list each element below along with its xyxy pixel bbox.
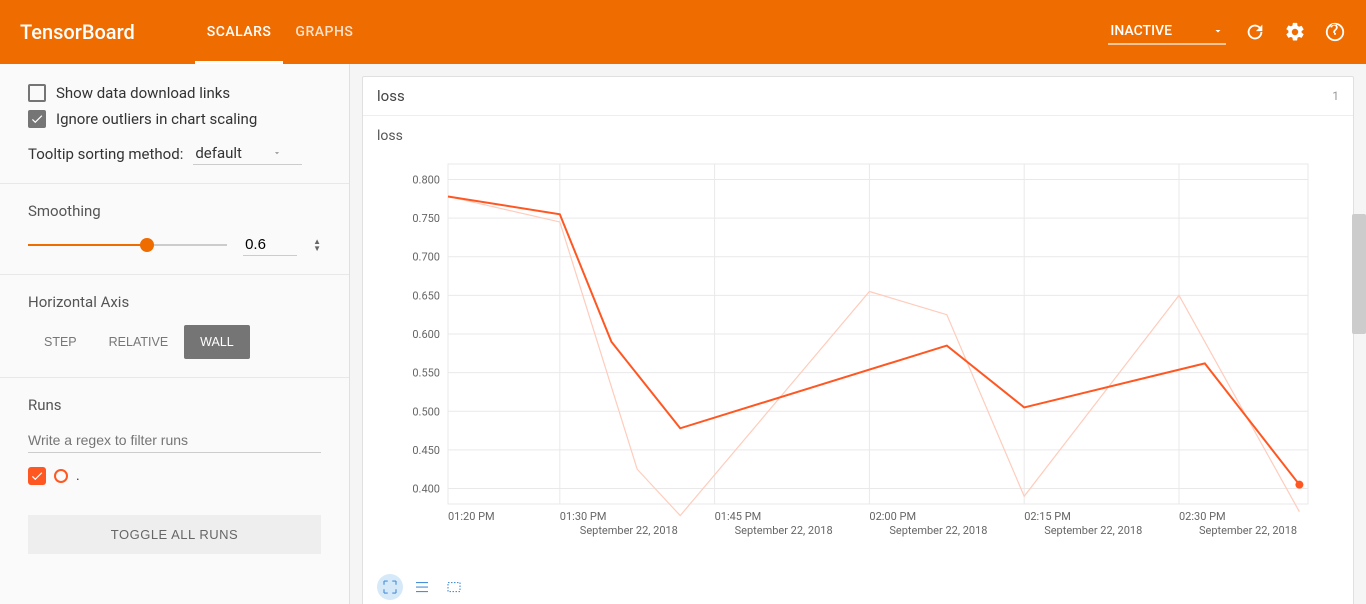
options-section: Show data download links Ignore outliers… — [0, 84, 349, 184]
tab-graphs[interactable]: GRAPHS — [283, 0, 365, 64]
app-root: TensorBoard SCALARS GRAPHS INACTIVE Show… — [0, 0, 1366, 604]
smoothing-section: Smoothing ▲▼ — [0, 202, 349, 275]
main-content: loss 1 loss 0.400 0.450 0.500 0.550 0.600 0.6… — [350, 64, 1366, 604]
card-count: 1 — [1332, 89, 1339, 103]
tooltip-sort-select[interactable]: default — [193, 142, 302, 165]
svg-text:02:30 PM: 02:30 PM — [1179, 510, 1226, 523]
svg-text:0.800: 0.800 — [412, 173, 440, 186]
header-actions: INACTIVE — [1108, 19, 1346, 45]
svg-text:0.600: 0.600 — [412, 328, 440, 341]
svg-text:01:30 PM: 01:30 PM — [560, 510, 607, 523]
axis-btn-relative[interactable]: RELATIVE — [93, 325, 185, 359]
svg-text:September 22, 2018: September 22, 2018 — [889, 524, 987, 537]
header-bar: TensorBoard SCALARS GRAPHS INACTIVE — [0, 0, 1366, 64]
tooltip-sort-row: Tooltip sorting method: default — [28, 142, 321, 165]
check-icon — [30, 469, 44, 483]
fit-icon[interactable] — [441, 574, 467, 600]
run-checkbox[interactable] — [28, 467, 46, 485]
expand-icon[interactable] — [377, 574, 403, 600]
smoothing-label: Smoothing — [28, 202, 321, 220]
runs-section: Runs . TOGGLE ALL RUNS — [0, 396, 349, 572]
app-logo: TensorBoard — [20, 20, 135, 44]
chart-title: loss — [377, 128, 1339, 144]
checkbox-box — [28, 110, 46, 128]
checkbox-download-links[interactable]: Show data download links — [28, 84, 321, 102]
smoothing-input[interactable] — [243, 234, 297, 256]
chevron-down-icon — [1212, 25, 1224, 37]
smoothing-slider[interactable] — [28, 244, 227, 246]
svg-text:0.400: 0.400 — [412, 483, 440, 496]
run-row: . — [28, 467, 321, 485]
svg-text:September 22, 2018: September 22, 2018 — [1199, 524, 1297, 537]
run-radio[interactable] — [54, 469, 68, 483]
svg-text:0.650: 0.650 — [412, 289, 440, 302]
chart-toolbar — [363, 570, 1353, 604]
body: Show data download links Ignore outliers… — [0, 64, 1366, 604]
inactive-dropdown-label: INACTIVE — [1110, 23, 1172, 39]
inactive-dropdown[interactable]: INACTIVE — [1108, 19, 1226, 45]
toggle-all-runs-button[interactable]: TOGGLE ALL RUNS — [28, 515, 321, 554]
svg-text:September 22, 2018: September 22, 2018 — [580, 524, 678, 537]
chevron-down-icon — [272, 148, 282, 158]
list-icon[interactable] — [409, 574, 435, 600]
svg-text:September 22, 2018: September 22, 2018 — [1044, 524, 1142, 537]
refresh-icon[interactable] — [1244, 21, 1266, 43]
card-header[interactable]: loss 1 — [363, 77, 1353, 116]
checkbox-label: Show data download links — [56, 84, 230, 102]
run-label: . — [76, 468, 80, 484]
horizontal-axis-section: Horizontal Axis STEP RELATIVE WALL — [0, 293, 349, 378]
svg-text:01:20 PM: 01:20 PM — [448, 510, 495, 523]
check-icon — [30, 112, 44, 126]
svg-text:02:15 PM: 02:15 PM — [1024, 510, 1071, 523]
svg-text:0.550: 0.550 — [412, 367, 440, 380]
svg-text:0.700: 0.700 — [412, 251, 440, 264]
slider-thumb[interactable] — [140, 238, 154, 252]
svg-text:0.450: 0.450 — [412, 444, 440, 457]
checkbox-label: Ignore outliers in chart scaling — [56, 110, 257, 128]
chart-card: loss 1 loss 0.400 0.450 0.500 0.550 0.600 0.6… — [362, 76, 1354, 604]
tooltip-sort-label: Tooltip sorting method: — [28, 145, 183, 163]
gear-icon[interactable] — [1284, 21, 1306, 43]
svg-text:September 22, 2018: September 22, 2018 — [735, 524, 833, 537]
tab-scalars[interactable]: SCALARS — [195, 0, 284, 64]
smoothing-slider-row: ▲▼ — [28, 234, 321, 256]
svg-text:02:00 PM: 02:00 PM — [869, 510, 916, 523]
slider-fill — [28, 244, 147, 246]
axis-button-group: STEP RELATIVE WALL — [28, 325, 321, 359]
chart-body: loss 0.400 0.450 0.500 0.550 0.600 0.650 0.700… — [363, 116, 1353, 570]
card-title: loss — [377, 87, 405, 105]
checkbox-box — [28, 84, 46, 102]
axis-btn-wall[interactable]: WALL — [184, 325, 250, 359]
runs-label: Runs — [28, 396, 321, 414]
runs-filter-input[interactable] — [28, 428, 321, 453]
axis-btn-step[interactable]: STEP — [28, 325, 93, 359]
svg-text:0.750: 0.750 — [412, 212, 440, 225]
help-icon[interactable] — [1324, 21, 1346, 43]
svg-text:0.500: 0.500 — [412, 405, 440, 418]
sidebar: Show data download links Ignore outliers… — [0, 64, 350, 604]
horizontal-axis-label: Horizontal Axis — [28, 293, 321, 311]
loss-chart[interactable]: 0.400 0.450 0.500 0.550 0.600 0.650 0.700 0.750… — [377, 154, 1339, 554]
nav-tabs: SCALARS GRAPHS — [195, 0, 366, 64]
smoothing-stepper[interactable]: ▲▼ — [313, 238, 321, 252]
svg-text:01:45 PM: 01:45 PM — [715, 510, 762, 523]
scrollbar[interactable] — [1352, 214, 1366, 334]
checkbox-ignore-outliers[interactable]: Ignore outliers in chart scaling — [28, 110, 321, 128]
select-value: default — [195, 144, 242, 162]
